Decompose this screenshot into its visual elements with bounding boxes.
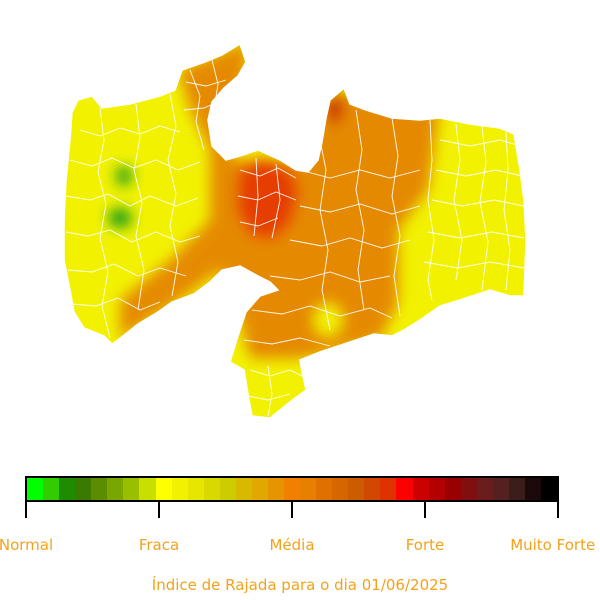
scale-tick: [424, 502, 426, 518]
scale-label: Muito Forte: [510, 536, 596, 554]
scale-label: Fraca: [138, 536, 180, 554]
scale-swatch: [492, 478, 509, 500]
scale-swatch: [75, 478, 92, 500]
scale-swatch: [219, 478, 236, 500]
scale-swatch: [107, 478, 124, 500]
scale-swatch: [123, 478, 140, 500]
scale-swatch: [364, 478, 381, 500]
scale-swatch: [235, 478, 252, 500]
heat-layer: [64, 44, 526, 418]
scale-swatch: [396, 478, 413, 500]
scale-swatch: [284, 478, 301, 500]
scale-swatch: [27, 478, 44, 500]
scale-tick: [158, 502, 160, 518]
scale-swatch: [91, 478, 108, 500]
scale-swatch: [332, 478, 349, 500]
scale-swatch: [541, 478, 558, 500]
scale-swatch: [412, 478, 429, 500]
scale-swatch: [428, 478, 445, 500]
municipal-boundaries: [65, 59, 525, 417]
scale-swatch: [348, 478, 365, 500]
scale-swatch: [187, 478, 204, 500]
scale-swatch: [267, 478, 284, 500]
scale-swatch: [300, 478, 317, 500]
scale-swatch: [139, 478, 156, 500]
scale-swatch: [43, 478, 60, 500]
scale-swatch: [460, 478, 477, 500]
scale-swatch: [171, 478, 188, 500]
scale-swatch: [203, 478, 220, 500]
scale-label: Média: [269, 536, 315, 554]
map-caption: Índice de Rajada para o dia 01/06/2025: [151, 576, 449, 594]
scale-swatch: [59, 478, 76, 500]
state-map: [63, 43, 527, 419]
scale-swatch: [380, 478, 397, 500]
scale-label: Normal: [0, 536, 54, 554]
scale-swatch: [476, 478, 493, 500]
color-scale-bar: [25, 476, 559, 502]
scale-swatch: [444, 478, 461, 500]
scale-swatch: [251, 478, 268, 500]
scale-label: Forte: [405, 536, 445, 554]
scale-swatch: [524, 478, 541, 500]
scale-tick: [25, 502, 27, 518]
scale-swatch: [155, 478, 172, 500]
scale-tick: [557, 502, 559, 518]
scale-swatch: [508, 478, 525, 500]
scale-swatch: [316, 478, 333, 500]
scale-tick: [291, 502, 293, 518]
